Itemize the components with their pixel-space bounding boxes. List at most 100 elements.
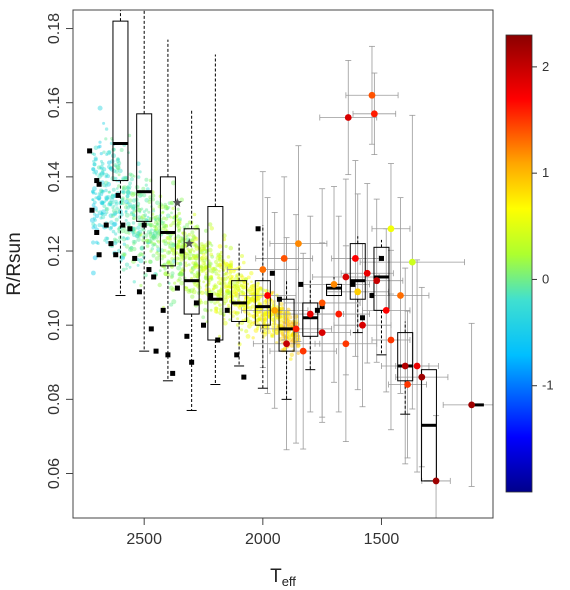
field-point: [112, 237, 117, 242]
field-point: [111, 208, 117, 214]
field-point: [241, 291, 246, 295]
field-point: [120, 254, 126, 259]
field-point: [212, 285, 217, 290]
field-point: [217, 293, 220, 297]
field-point: [199, 249, 205, 255]
black-square-point: [378, 255, 384, 261]
field-point: [94, 192, 97, 195]
errorbar-point: [387, 225, 395, 233]
field-point: [157, 240, 161, 244]
field-point: [201, 260, 206, 266]
field-point: [194, 236, 197, 240]
field-point: [108, 201, 112, 205]
field-point: [124, 237, 128, 241]
field-point: [258, 317, 262, 322]
field-point: [132, 215, 137, 221]
field-point: [226, 275, 230, 279]
field-point: [201, 248, 205, 252]
field-point: [236, 284, 240, 288]
field-point: [114, 164, 117, 168]
errorbar-point: [404, 381, 411, 388]
field-point: [264, 311, 270, 316]
errorbar-point: [280, 255, 288, 262]
field-point: [155, 251, 159, 255]
field-point: [222, 237, 227, 242]
field-point: [153, 228, 157, 232]
field-point: [139, 192, 144, 197]
field-point: [154, 256, 160, 261]
field-point: [136, 231, 141, 236]
field-point: [180, 269, 185, 274]
field-point: [153, 242, 157, 247]
field-point: [262, 318, 268, 323]
field-point: [100, 159, 103, 163]
field-point: [218, 288, 223, 293]
black-square-point: [179, 248, 185, 254]
field-point: [188, 251, 193, 257]
field-point: [104, 184, 108, 188]
field-point: [146, 241, 150, 245]
field-point: [152, 209, 156, 213]
field-point: [125, 267, 128, 270]
field-point: [159, 204, 165, 210]
field-point: [228, 290, 232, 294]
field-point: [253, 328, 259, 333]
field-point: [91, 225, 96, 230]
field-point: [258, 286, 263, 290]
field-point: [288, 315, 293, 320]
field-point: [190, 271, 194, 275]
field-point: [122, 190, 126, 194]
field-point: [200, 255, 205, 261]
field-point: [100, 171, 105, 176]
field-point: [91, 203, 96, 208]
field-point: [187, 263, 191, 267]
field-point: [103, 212, 107, 216]
field-point: [96, 242, 100, 245]
field-point: [240, 328, 244, 332]
field-point: [170, 257, 174, 261]
field-point: [199, 242, 204, 247]
field-point: [216, 280, 222, 286]
field-point: [271, 290, 275, 294]
field-point: [199, 264, 204, 269]
field-point: [162, 220, 166, 224]
field-point: [190, 230, 195, 235]
field-point: [218, 262, 223, 267]
field-point: [202, 266, 208, 272]
field-point: [259, 314, 263, 318]
field-point: [108, 202, 112, 206]
field-point: [128, 198, 133, 203]
field-point: [97, 223, 102, 228]
field-point: [222, 320, 228, 326]
field-point: [224, 271, 229, 276]
field-point: [210, 275, 214, 278]
field-point: [227, 263, 232, 268]
field-point: [109, 225, 114, 230]
field-point: [149, 240, 153, 244]
field-point: [91, 191, 95, 195]
field-point: [218, 257, 222, 261]
field-point: [131, 239, 136, 244]
field-point: [110, 137, 114, 140]
field-point: [280, 306, 284, 310]
field-point: [191, 261, 195, 265]
field-point: [153, 215, 157, 219]
field-point: [199, 248, 203, 252]
black-square-point: [269, 270, 275, 276]
errorbar-points: [259, 91, 476, 485]
field-point: [113, 210, 118, 216]
field-point: [137, 215, 142, 220]
field-point: [155, 230, 161, 235]
field-point: [202, 252, 206, 257]
field-point: [225, 288, 230, 294]
field-point: [218, 334, 221, 338]
x-axis: 2500 2000 1500: [126, 518, 399, 548]
field-point: [104, 137, 108, 141]
field-point: [264, 298, 270, 303]
field-point: [193, 263, 197, 267]
field-point: [236, 303, 241, 308]
field-point: [104, 188, 108, 193]
field-point: [219, 288, 223, 292]
field-point: [249, 271, 254, 276]
field-point: [228, 271, 233, 275]
